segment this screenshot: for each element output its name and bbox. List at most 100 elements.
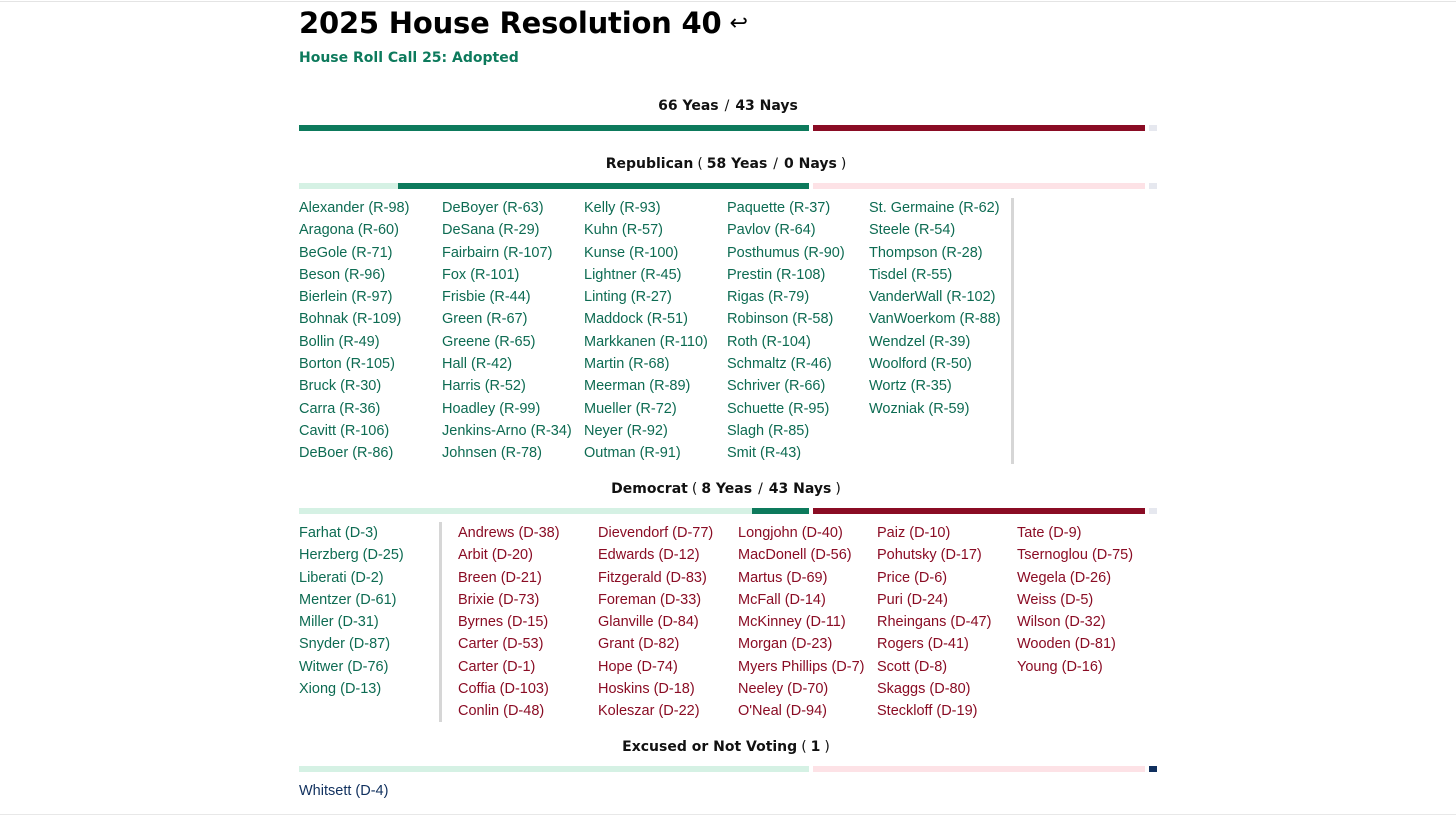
member-name[interactable]: BeGole (R-71) [299,244,393,261]
member-name[interactable]: Fox (R-101) [442,266,520,283]
member-name[interactable]: Wilson (D-32) [1017,614,1106,631]
member-name[interactable]: Rogers (D-41) [877,636,969,653]
member-name[interactable]: Carter (D-53) [458,636,544,653]
member-name[interactable]: Mentzer (D-61) [299,591,397,608]
member-name[interactable]: Breen (D-21) [458,569,542,586]
member-name[interactable]: Glanville (D-84) [598,614,699,631]
member-name[interactable]: Snyder (D-87) [299,636,391,653]
member-name[interactable]: Markkanen (R-110) [584,333,708,350]
member-name[interactable]: Kelly (R-93) [584,200,661,216]
member-name[interactable]: Slagh (R-85) [727,422,810,439]
member-name[interactable]: Prestin (R-108) [727,266,826,283]
member-name[interactable]: Bruck (R-30) [299,378,382,395]
member-name[interactable]: Neyer (R-92) [584,422,668,439]
member-name[interactable]: Paiz (D-10) [877,525,951,541]
member-name[interactable]: Brixie (D-73) [458,591,540,608]
member-name[interactable]: Pavlov (R-64) [727,222,816,239]
member-name[interactable]: VanderWall (R-102) [869,289,996,306]
member-name[interactable]: Koleszar (D-22) [598,703,700,720]
member-name[interactable]: Young (D-16) [1017,658,1103,675]
member-name[interactable]: Andrews (D-38) [458,525,560,541]
member-name[interactable]: Weiss (D-5) [1017,591,1094,608]
member-name[interactable]: Woolford (R-50) [869,356,972,373]
member-name[interactable]: Rheingans (D-47) [877,614,992,631]
member-name[interactable]: Carter (D-1) [458,658,536,675]
member-name[interactable]: Fitzgerald (D-83) [598,569,707,586]
member-name[interactable]: Hope (D-74) [598,658,678,675]
member-name[interactable]: Puri (D-24) [877,591,948,608]
member-name[interactable]: Borton (R-105) [299,356,395,373]
member-name[interactable]: Tisdel (R-55) [869,266,953,283]
member-name[interactable]: Skaggs (D-80) [877,681,971,698]
member-name[interactable]: Neeley (D-70) [738,681,829,698]
member-name[interactable]: Smit (R-43) [727,445,802,462]
roll-call-subtitle[interactable]: House Roll Call 25: Adopted [299,50,519,66]
member-name[interactable]: Miller (D-31) [299,614,379,631]
member-name[interactable]: Longjohn (D-40) [738,525,843,541]
member-name[interactable]: Wooden (D-81) [1017,636,1116,653]
member-name[interactable]: Aragona (R-60) [299,222,399,239]
member-name[interactable]: Grant (D-82) [598,636,680,653]
member-name[interactable]: Beson (R-96) [299,266,386,283]
member-name[interactable]: Thompson (R-28) [869,244,983,261]
member-name[interactable]: Byrnes (D-15) [458,614,549,631]
member-name[interactable]: Greene (R-65) [442,333,536,350]
member-name[interactable]: Wegela (D-26) [1017,569,1112,586]
member-name[interactable]: Outman (R-91) [584,445,681,462]
member-name[interactable]: Posthumus (R-90) [727,244,845,261]
member-name[interactable]: Maddock (R-51) [584,311,688,328]
member-name[interactable]: Witwer (D-76) [299,658,389,675]
member-name[interactable]: DeBoer (R-86) [299,445,394,462]
member-name[interactable]: Steele (R-54) [869,222,956,239]
member-name[interactable]: Conlin (D-48) [458,703,545,720]
member-name[interactable]: Bohnak (R-109) [299,311,402,328]
member-name[interactable]: Arbit (D-20) [458,547,533,564]
member-name[interactable]: Xiong (D-13) [299,681,382,698]
member-name[interactable]: Liberati (D-2) [299,569,384,586]
member-name[interactable]: Coffia (D-103) [458,681,549,698]
member-name[interactable]: Cavitt (R-106) [299,422,390,439]
member-name[interactable]: Schriver (R-66) [727,378,826,395]
member-name[interactable]: Meerman (R-89) [584,378,691,395]
member-name[interactable]: Dievendorf (D-77) [598,525,714,541]
member-name[interactable]: Paquette (R-37) [727,200,831,216]
member-name[interactable]: Johnsen (R-78) [442,445,542,462]
member-name[interactable]: Wortz (R-35) [869,378,952,395]
member-name[interactable]: Hall (R-42) [442,356,513,373]
member-name[interactable]: Wozniak (R-59) [869,400,970,417]
member-name[interactable]: Carra (R-36) [299,400,381,417]
member-name[interactable]: Linting (R-27) [584,289,672,306]
member-name[interactable]: Alexander (R-98) [299,200,410,216]
member-name[interactable]: Tate (D-9) [1017,525,1082,541]
member-name[interactable]: DeSana (R-29) [442,222,540,239]
member-name[interactable]: Mueller (R-72) [584,400,677,417]
member-name[interactable]: Hoadley (R-99) [442,400,541,417]
member-name[interactable]: Schmaltz (R-46) [727,356,832,373]
member-name[interactable]: Fairbairn (R-107) [442,244,553,261]
member-name[interactable]: Pohutsky (D-17) [877,547,982,564]
member-name[interactable]: Rigas (R-79) [727,289,810,306]
member-name[interactable]: DeBoyer (R-63) [442,200,544,216]
member-name[interactable]: VanWoerkom (R-88) [869,311,1001,328]
member-name[interactable]: Harris (R-52) [442,378,526,395]
member-name[interactable]: Tsernoglou (D-75) [1017,547,1134,564]
return-icon[interactable]: ↩ [729,11,748,36]
member-name[interactable]: McFall (D-14) [738,591,826,608]
member-name[interactable]: Farhat (D-3) [299,525,378,541]
member-name[interactable]: Martus (D-69) [738,569,828,586]
member-name[interactable]: Foreman (D-33) [598,591,702,608]
member-name[interactable]: Morgan (D-23) [738,636,833,653]
member-name[interactable]: McKinney (D-11) [738,614,846,631]
member-name[interactable]: Jenkins-Arno (R-34) [442,422,572,439]
member-name[interactable]: Hoskins (D-18) [598,681,695,698]
member-name[interactable]: Green (R-67) [442,311,528,328]
member-name[interactable]: O'Neal (D-94) [738,703,827,720]
member-name[interactable]: Lightner (R-45) [584,266,682,283]
member-name[interactable]: Price (D-6) [877,569,948,586]
member-name[interactable]: Martin (R-68) [584,356,670,373]
member-name[interactable]: Wendzel (R-39) [869,333,971,350]
member-name[interactable]: Steckloff (D-19) [877,703,978,720]
member-name[interactable]: Bierlein (R-97) [299,289,393,306]
member-name[interactable]: Robinson (R-58) [727,311,834,328]
member-name[interactable]: Herzberg (D-25) [299,547,404,564]
